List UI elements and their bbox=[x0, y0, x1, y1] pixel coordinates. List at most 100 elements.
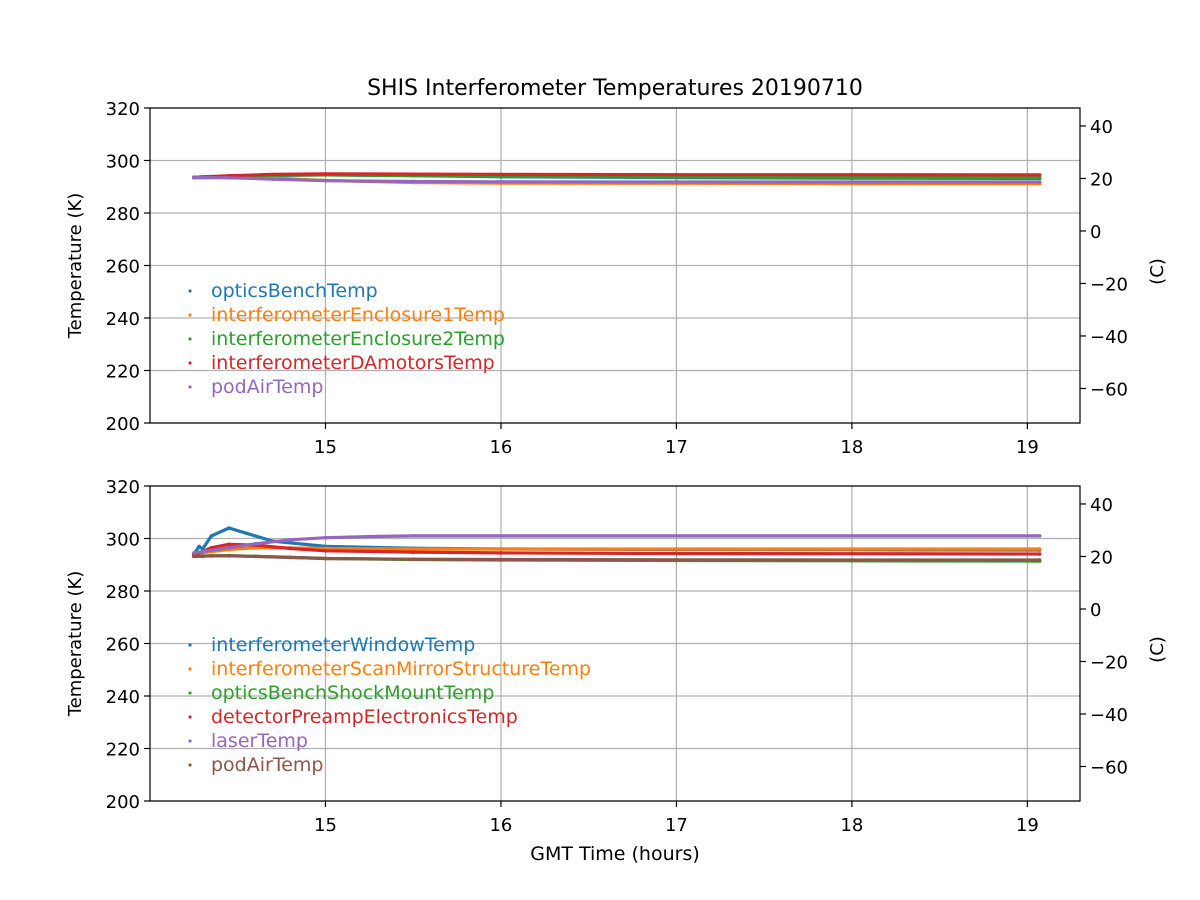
data-point bbox=[1037, 552, 1042, 556]
right-y-tick-label: 20 bbox=[1090, 547, 1113, 568]
y-tick-label: 220 bbox=[106, 740, 140, 761]
legend-label: laserTemp bbox=[211, 730, 308, 752]
data-point bbox=[192, 551, 196, 555]
legend-label: podAirTemp bbox=[211, 376, 323, 398]
y-tick-label: 280 bbox=[106, 204, 140, 225]
y-tick-label: 200 bbox=[106, 792, 140, 813]
data-point bbox=[850, 547, 854, 551]
right-y-tick-label: 20 bbox=[1090, 169, 1113, 190]
legend-marker bbox=[188, 667, 192, 671]
data-point bbox=[411, 179, 416, 184]
y-tick-label: 260 bbox=[106, 257, 140, 278]
data-point bbox=[674, 180, 679, 184]
data-point bbox=[244, 531, 249, 536]
data-point bbox=[411, 557, 416, 562]
data-point bbox=[850, 175, 854, 180]
data-point bbox=[192, 554, 196, 559]
data-point bbox=[323, 178, 328, 183]
data-point bbox=[209, 554, 214, 558]
data-point bbox=[1037, 558, 1042, 562]
data-point bbox=[1037, 175, 1042, 180]
data-point bbox=[192, 175, 196, 180]
data-point bbox=[411, 550, 416, 554]
data-point bbox=[209, 534, 214, 538]
data-point bbox=[1037, 173, 1042, 177]
top-panel: 15 16 17 18 19200220240260280300320−60−40−20… bbox=[65, 99, 1168, 458]
data-point bbox=[227, 526, 231, 530]
data-point bbox=[323, 172, 328, 176]
data-point bbox=[376, 534, 380, 539]
right-y-tick-label: 40 bbox=[1090, 117, 1113, 138]
legend-marker bbox=[188, 739, 192, 743]
data-point bbox=[499, 179, 503, 184]
right-y-tick-label: −20 bbox=[1090, 274, 1128, 295]
legend-marker bbox=[188, 385, 192, 389]
data-point bbox=[499, 534, 503, 538]
right-y-tick-label: 40 bbox=[1090, 495, 1113, 516]
data-point bbox=[674, 551, 679, 556]
x-tick-label: 18 bbox=[840, 815, 863, 836]
legend-marker bbox=[188, 313, 192, 317]
x-tick-label: 16 bbox=[489, 437, 512, 458]
data-point bbox=[499, 172, 503, 177]
data-point bbox=[200, 175, 205, 180]
data-point bbox=[850, 558, 854, 562]
data-point bbox=[499, 551, 503, 555]
data-point bbox=[674, 172, 679, 177]
data-point bbox=[323, 556, 328, 561]
series-podAirTemp bbox=[192, 175, 1042, 184]
data-point bbox=[674, 557, 679, 562]
legend-marker bbox=[188, 337, 192, 341]
data-point bbox=[499, 547, 503, 551]
data-point bbox=[271, 172, 275, 177]
y-tick-label: 200 bbox=[106, 414, 140, 435]
data-point bbox=[200, 549, 205, 554]
legend-label: detectorPreampElectronicsTemp bbox=[211, 706, 518, 728]
right-y-tick-label: −60 bbox=[1090, 757, 1128, 778]
legend-label: opticsBenchShockMountTemp bbox=[211, 682, 494, 704]
data-point bbox=[323, 535, 328, 540]
data-point bbox=[288, 546, 293, 551]
x-tick-label: 19 bbox=[1016, 815, 1039, 836]
legend-label: interferometerEnclosure1Temp bbox=[211, 304, 505, 326]
y-axis-label: Temperature (K) bbox=[65, 193, 86, 340]
data-point bbox=[411, 172, 416, 176]
legend-label: podAirTemp bbox=[211, 754, 323, 776]
data-point bbox=[197, 544, 201, 549]
right-y-tick-label: −20 bbox=[1090, 652, 1128, 673]
data-point bbox=[200, 554, 205, 558]
x-tick-label: 17 bbox=[665, 437, 688, 458]
legend-label: opticsBenchTemp bbox=[211, 280, 378, 302]
data-point bbox=[227, 542, 231, 547]
y-tick-label: 220 bbox=[106, 362, 140, 383]
y-axis-label: Temperature (K) bbox=[65, 571, 86, 718]
x-tick-label: 16 bbox=[489, 815, 512, 836]
series-laserTemp bbox=[192, 534, 1042, 555]
data-point bbox=[209, 548, 214, 553]
legend-marker bbox=[188, 715, 192, 719]
data-point bbox=[227, 176, 231, 180]
y-tick-label: 300 bbox=[106, 152, 140, 173]
legend-marker bbox=[188, 289, 192, 293]
data-point bbox=[674, 534, 679, 538]
data-point bbox=[288, 538, 293, 542]
data-point bbox=[288, 555, 293, 560]
right-y-tick-label: −40 bbox=[1090, 705, 1128, 726]
data-point bbox=[411, 534, 416, 538]
data-point bbox=[499, 557, 503, 562]
y-tick-label: 320 bbox=[106, 99, 140, 120]
data-point bbox=[850, 180, 854, 184]
data-point bbox=[323, 549, 328, 553]
y-tick-label: 260 bbox=[106, 635, 140, 656]
legend-label: interferometerDAmotorsTemp bbox=[211, 352, 495, 374]
right-y-tick-label: 0 bbox=[1090, 222, 1101, 243]
right-y-axis-label: (C) bbox=[1147, 636, 1168, 663]
x-tick-label: 17 bbox=[665, 815, 688, 836]
data-point bbox=[227, 545, 231, 550]
data-point bbox=[674, 547, 679, 551]
y-tick-label: 300 bbox=[106, 530, 140, 551]
data-point bbox=[253, 541, 258, 546]
legend-label: interferometerScanMirrorStructureTemp bbox=[211, 658, 591, 680]
